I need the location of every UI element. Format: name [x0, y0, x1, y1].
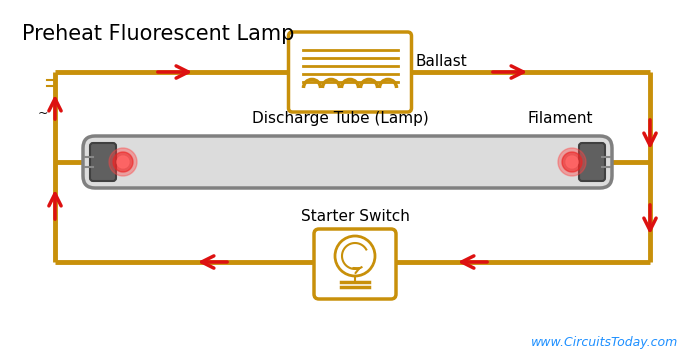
Text: Starter Switch: Starter Switch	[300, 209, 410, 224]
Text: Discharge Tube (Lamp): Discharge Tube (Lamp)	[251, 111, 428, 126]
Text: Preheat Fluorescent Lamp: Preheat Fluorescent Lamp	[22, 24, 295, 44]
FancyBboxPatch shape	[83, 136, 612, 188]
Text: Filament: Filament	[527, 111, 593, 126]
Circle shape	[113, 152, 133, 172]
FancyBboxPatch shape	[288, 32, 412, 112]
Text: Ballast: Ballast	[416, 54, 468, 69]
Circle shape	[562, 152, 582, 172]
Circle shape	[335, 236, 375, 276]
Text: www.CircuitsToday.com: www.CircuitsToday.com	[531, 336, 678, 349]
Circle shape	[558, 148, 586, 176]
Text: ~: ~	[38, 106, 48, 120]
Circle shape	[566, 156, 578, 168]
Circle shape	[117, 156, 129, 168]
FancyBboxPatch shape	[579, 143, 605, 181]
FancyBboxPatch shape	[90, 143, 116, 181]
FancyBboxPatch shape	[314, 229, 396, 299]
Circle shape	[109, 148, 137, 176]
